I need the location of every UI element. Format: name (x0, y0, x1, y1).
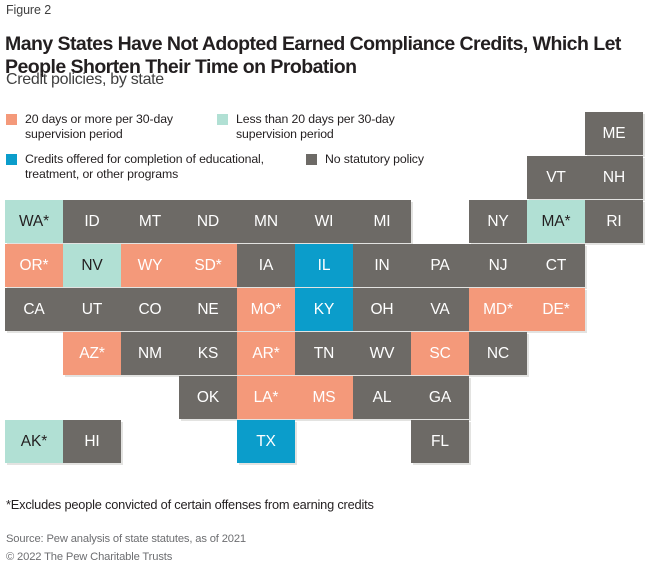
state-tile-la[interactable]: LA* (237, 376, 295, 419)
state-tile-de[interactable]: DE* (527, 288, 585, 331)
legend-label: 20 days or more per 30-day supervision p… (25, 112, 173, 141)
state-tile-nh[interactable]: NH (585, 156, 643, 199)
legend-swatch-gray-icon (306, 154, 317, 165)
state-tile-ok[interactable]: OK (179, 376, 237, 419)
state-tile-md[interactable]: MD* (469, 288, 527, 331)
legend-item-gray: No statutory policy (306, 152, 466, 167)
state-tile-il[interactable]: IL (295, 244, 353, 287)
state-tile-co[interactable]: CO (121, 288, 179, 331)
state-tile-sd[interactable]: SD* (179, 244, 237, 287)
state-tile-nd[interactable]: ND (179, 200, 237, 243)
legend-item-blue: Credits offered for completion of educat… (6, 152, 306, 182)
state-tile-tn[interactable]: TN (295, 332, 353, 375)
state-tile-ne[interactable]: NE (179, 288, 237, 331)
state-tile-pa[interactable]: PA (411, 244, 469, 287)
state-tile-al[interactable]: AL (353, 376, 411, 419)
legend-item-teal: Less than 20 days per 30-day supervision… (217, 112, 427, 142)
page-title: Many States Have Not Adopted Earned Comp… (5, 33, 621, 79)
state-tile-wi[interactable]: WI (295, 200, 353, 243)
state-tile-tx[interactable]: TX (237, 420, 295, 463)
state-tile-nc[interactable]: NC (469, 332, 527, 375)
state-tile-nv[interactable]: NV (63, 244, 121, 287)
state-tile-va[interactable]: VA (411, 288, 469, 331)
state-tile-vt[interactable]: VT (527, 156, 585, 199)
state-tile-sc[interactable]: SC (411, 332, 469, 375)
state-tile-oh[interactable]: OH (353, 288, 411, 331)
legend-label: Credits offered for completion of educat… (25, 152, 264, 181)
state-tile-nj[interactable]: NJ (469, 244, 527, 287)
state-tile-id[interactable]: ID (63, 200, 121, 243)
state-tile-mn[interactable]: MN (237, 200, 295, 243)
state-tile-wy[interactable]: WY (121, 244, 179, 287)
state-tile-or[interactable]: OR* (5, 244, 63, 287)
state-tile-ri[interactable]: RI (585, 200, 643, 243)
state-cartogram-grid: ME VT NH WA* ID MT ND MN WI MI NY MA* RI OR* NV WY SD* IA… (0, 108, 650, 478)
state-tile-ar[interactable]: AR* (237, 332, 295, 375)
state-tile-ia[interactable]: IA (237, 244, 295, 287)
state-tile-ks[interactable]: KS (179, 332, 237, 375)
chart-subtitle: Credit policies, by state (6, 71, 164, 88)
source-text: Source: Pew analysis of state statutes, … (6, 533, 247, 545)
legend-item-orange: 20 days or more per 30-day supervision p… (6, 112, 206, 142)
legend-swatch-orange-icon (6, 114, 17, 125)
state-tile-mo[interactable]: MO* (237, 288, 295, 331)
state-tile-ny[interactable]: NY (469, 200, 527, 243)
legend-label: Less than 20 days per 30-day supervision… (236, 112, 395, 141)
state-tile-ut[interactable]: UT (63, 288, 121, 331)
state-tile-hi[interactable]: HI (63, 420, 121, 463)
legend-swatch-blue-icon (6, 154, 17, 165)
state-tile-me[interactable]: ME (585, 112, 643, 155)
state-tile-ca[interactable]: CA (5, 288, 63, 331)
state-tile-ky[interactable]: KY (295, 288, 353, 331)
state-tile-ms[interactable]: MS (295, 376, 353, 419)
state-tile-ct[interactable]: CT (527, 244, 585, 287)
state-tile-nm[interactable]: NM (121, 332, 179, 375)
state-tile-ma[interactable]: MA* (527, 200, 585, 243)
copyright-text: © 2022 The Pew Charitable Trusts (6, 551, 173, 563)
state-tile-mi[interactable]: MI (353, 200, 411, 243)
footnote-text: *Excludes people convicted of certain of… (6, 497, 374, 512)
state-tile-fl[interactable]: FL (411, 420, 469, 463)
state-tile-ak[interactable]: AK* (5, 420, 63, 463)
state-tile-mt[interactable]: MT (121, 200, 179, 243)
state-tile-az[interactable]: AZ* (63, 332, 121, 375)
figure-number-label: Figure 2 (6, 3, 52, 17)
state-tile-wa[interactable]: WA* (5, 200, 63, 243)
state-tile-ga[interactable]: GA (411, 376, 469, 419)
state-tile-wv[interactable]: WV (353, 332, 411, 375)
legend: 20 days or more per 30-day supervision p… (6, 110, 646, 182)
legend-swatch-teal-icon (217, 114, 228, 125)
legend-label: No statutory policy (325, 152, 424, 166)
state-tile-in[interactable]: IN (353, 244, 411, 287)
